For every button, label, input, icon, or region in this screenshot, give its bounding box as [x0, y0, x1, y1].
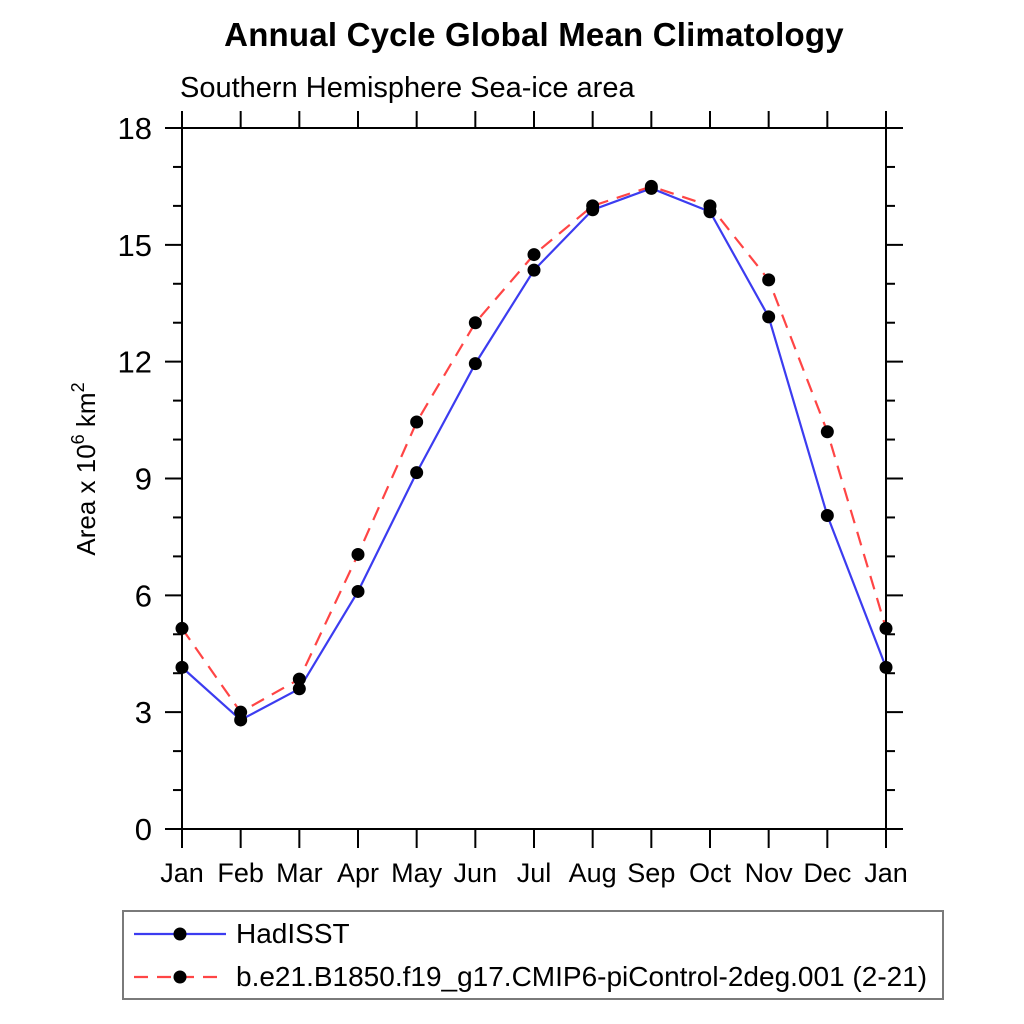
x-tick-label: Nov: [745, 858, 794, 888]
x-tick-label: Jan: [160, 858, 204, 888]
chart-title: Annual Cycle Global Mean Climatology: [224, 16, 844, 53]
data-point-marker: [351, 547, 365, 561]
legend-row-model: b.e21.B1850.f19_g17.CMIP6-piControl-2deg…: [130, 956, 942, 997]
y-tick-label: 12: [118, 345, 152, 380]
data-point-marker: [586, 199, 600, 213]
x-tick-label: Mar: [276, 858, 323, 888]
data-point-marker: [292, 672, 306, 686]
x-tick-label: Sep: [627, 858, 675, 888]
legend-sample-marker: [173, 927, 187, 940]
legend: HadISST b.e21.B1850.f19_g17.CMIP6-piCont…: [122, 910, 944, 1000]
y-tick-label: 0: [135, 812, 152, 847]
legend-line-sample-dashed: [134, 970, 226, 983]
x-tick-label: Oct: [689, 858, 732, 888]
x-tick-label: Apr: [337, 858, 379, 888]
data-point-marker: [820, 425, 834, 439]
x-axis: Jan Feb Mar Apr May Jun Jul Aug Sep Oct Nov Dec Jan: [160, 111, 908, 888]
data-point-marker: [762, 273, 776, 287]
data-point-marker: [762, 310, 776, 324]
y-tick-label: 3: [135, 695, 152, 730]
data-point-marker: [879, 660, 893, 674]
data-point-marker: [410, 415, 424, 429]
x-tick-label: May: [391, 858, 443, 888]
y-axis: 0 3 6 9 12 15 18: [118, 111, 903, 847]
series-markers-1: [175, 179, 893, 719]
data-point-marker: [527, 248, 541, 262]
x-tick-label: Jun: [454, 858, 498, 888]
x-tick-label: Aug: [569, 858, 617, 888]
data-point-marker: [234, 705, 248, 719]
legend-sample-marker: [173, 970, 187, 983]
y-tick-label: 15: [118, 228, 152, 263]
data-point-marker: [820, 508, 834, 522]
data-point-marker: [468, 316, 482, 330]
x-tick-label: Jan: [864, 858, 908, 888]
plot-frame: [181, 127, 887, 830]
legend-label: HadISST: [236, 917, 350, 949]
legend-row-hadisst: HadISST: [130, 913, 942, 954]
data-point-marker: [644, 179, 658, 193]
data-point-marker: [410, 466, 424, 480]
x-tick-label: Jul: [517, 858, 552, 888]
chart-subtitle: Southern Hemisphere Sea-ice area: [180, 72, 635, 104]
y-tick-label: 18: [118, 111, 152, 146]
data-point-marker: [292, 682, 306, 696]
legend-label: b.e21.B1850.f19_g17.CMIP6-piControl-2deg…: [236, 960, 928, 992]
data-point-marker: [175, 660, 189, 674]
data-point-marker: [879, 621, 893, 635]
y-axis-title: Area x 106 km2: [68, 382, 101, 555]
data-point-marker: [468, 357, 482, 371]
x-tick-label: Feb: [217, 858, 264, 888]
data-point-marker: [703, 199, 717, 213]
data-point-marker: [351, 584, 365, 598]
data-point-marker: [527, 263, 541, 277]
y-tick-label: 9: [135, 462, 152, 497]
series-markers-0: [175, 181, 893, 727]
y-tick-label: 6: [135, 578, 152, 613]
legend-line-sample-solid: [134, 927, 226, 940]
data-point-marker: [175, 621, 189, 635]
x-tick-label: Dec: [803, 858, 851, 888]
